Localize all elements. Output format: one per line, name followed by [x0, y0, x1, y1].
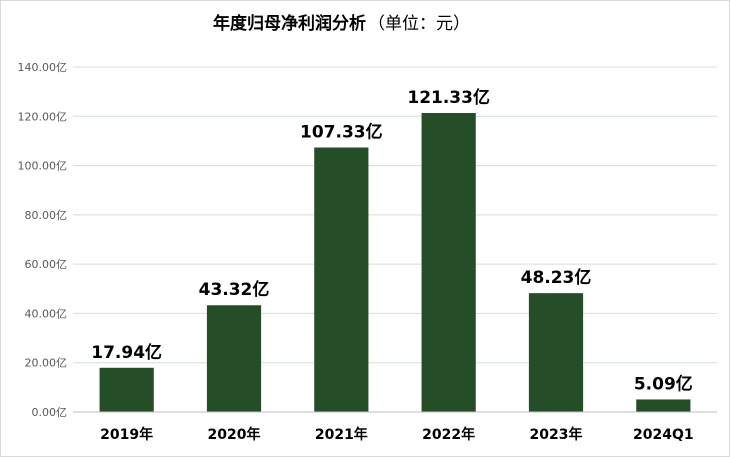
y-tick-label: 60.00亿 — [25, 258, 68, 271]
chart-subtitle: （单位：元） — [368, 14, 470, 34]
x-axis-tick-labels: 2019年 2020年 2021年 2022年 2023年 2024Q1 — [100, 426, 693, 443]
bar — [206, 305, 262, 412]
y-tick-label: 140.00亿 — [18, 61, 68, 74]
y-tick-label: 80.00亿 — [25, 209, 68, 222]
bar — [528, 293, 584, 412]
bar — [314, 147, 369, 412]
y-tick-label: 100.00亿 — [18, 160, 68, 173]
y-tick-label: 40.00亿 — [25, 307, 68, 320]
bar-data-labels: 17.94亿 43.32亿 107.33亿 121.33亿 48.23亿 5.09亿 — [91, 87, 693, 394]
x-tick-label: 2019年 — [100, 426, 153, 443]
bar-value-label: 121.33亿 — [407, 87, 490, 108]
bars — [99, 113, 691, 413]
bar-value-label: 43.32亿 — [199, 279, 270, 300]
bar — [421, 113, 476, 413]
grid-lines — [73, 66, 717, 364]
x-tick-label: 2022年 — [422, 426, 475, 443]
bar-value-label: 48.23亿 — [521, 267, 592, 288]
y-tick-label: 0.00亿 — [32, 406, 68, 419]
bar-value-label: 5.09亿 — [634, 373, 693, 394]
y-tick-label: 20.00亿 — [25, 357, 68, 370]
bar-value-label: 107.33亿 — [300, 122, 383, 143]
x-tick-label: 2023年 — [530, 426, 583, 443]
chart-title: 年度归母净利润分析 — [213, 13, 366, 34]
x-tick-label: 2020年 — [208, 426, 261, 443]
bar-value-label: 17.94亿 — [91, 342, 162, 363]
y-tick-label: 120.00亿 — [18, 110, 68, 123]
bar — [636, 399, 691, 412]
x-tick-label: 2024Q1 — [633, 427, 694, 443]
x-tick-label: 2021年 — [315, 426, 368, 443]
y-axis-tick-labels: 0.00亿 20.00亿 40.00亿 60.00亿 80.00亿 100.00亿 120.… — [18, 61, 68, 419]
bar — [99, 367, 154, 412]
